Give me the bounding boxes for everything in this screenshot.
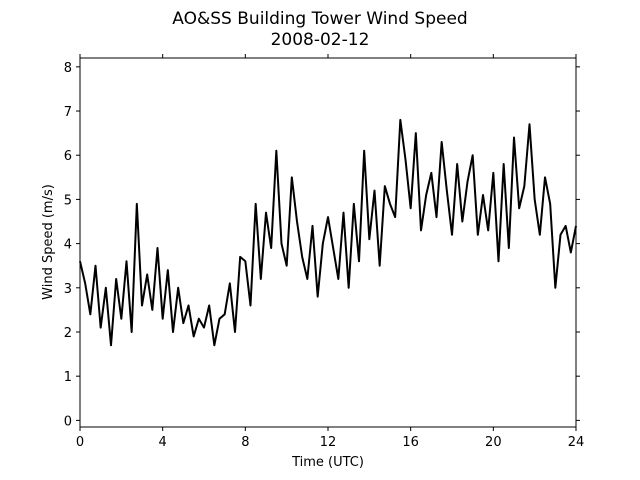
x-tick-label: 24 xyxy=(568,435,585,450)
chart-title: AO&SS Building Tower Wind Speed xyxy=(172,9,467,29)
y-tick-label: 0 xyxy=(64,414,72,429)
x-axis-label: Time (UTC) xyxy=(291,455,364,470)
y-tick-label: 5 xyxy=(64,193,72,208)
y-tick-label: 2 xyxy=(64,326,72,341)
x-tick-label: 16 xyxy=(402,435,419,450)
y-axis-label: Wind Speed (m/s) xyxy=(41,184,56,300)
y-tick-label: 8 xyxy=(64,61,72,76)
x-tick-label: 0 xyxy=(76,435,84,450)
y-tick-label: 6 xyxy=(64,149,72,164)
x-tick-label: 4 xyxy=(159,435,167,450)
x-tick-label: 20 xyxy=(485,435,502,450)
series-line xyxy=(79,118,577,347)
x-axis-ticks: 0 4 8 12 16 20 24 xyxy=(76,54,584,450)
plot-frame xyxy=(79,57,577,428)
chart-subtitle: 2008-02-12 xyxy=(271,30,370,50)
y-tick-label: 4 xyxy=(64,238,72,253)
y-axis-ticks: 0 1 2 3 4 5 6 7 8 xyxy=(64,61,580,429)
y-tick-label: 3 xyxy=(64,282,72,297)
y-tick-label: 1 xyxy=(64,370,72,385)
y-tick-label: 7 xyxy=(64,105,72,120)
x-tick-label: 12 xyxy=(320,435,337,450)
x-tick-label: 8 xyxy=(241,435,249,450)
